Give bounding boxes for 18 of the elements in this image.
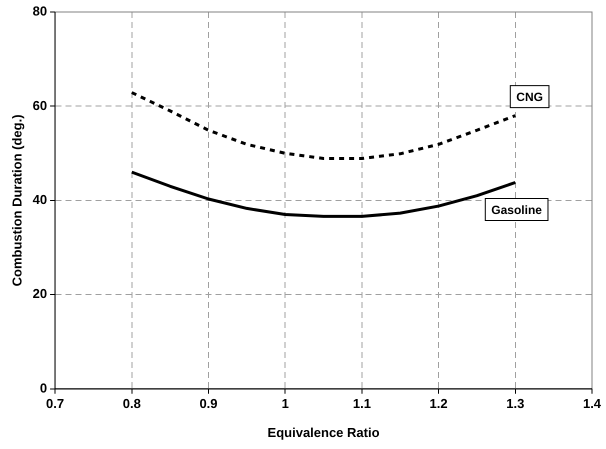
y-axis-title: Combustion Duration (deg.) [9,114,24,286]
y-tick-label: 20 [32,286,48,302]
x-tick-label: 1 [282,396,289,412]
x-tick-label: 1.3 [506,396,524,412]
y-tick-label: 60 [32,98,48,113]
y-tick-label: 0 [40,380,48,396]
series-label: Gasoline [491,202,542,217]
x-tick-label: 0.7 [46,396,64,412]
series-label: CNG [516,90,543,104]
x-tick-label: 1.4 [582,396,602,412]
y-tick-label: 80 [32,4,48,19]
x-tick-label: 0.9 [199,396,218,412]
x-tick-label: 1.2 [430,396,448,412]
x-tick-label: 0.8 [122,396,141,412]
line-series [130,91,517,160]
x-axis-title: Equivalence Ratio [268,424,380,440]
y-tick-label: 40 [32,192,48,207]
x-tick-label: 1.1 [352,396,371,412]
